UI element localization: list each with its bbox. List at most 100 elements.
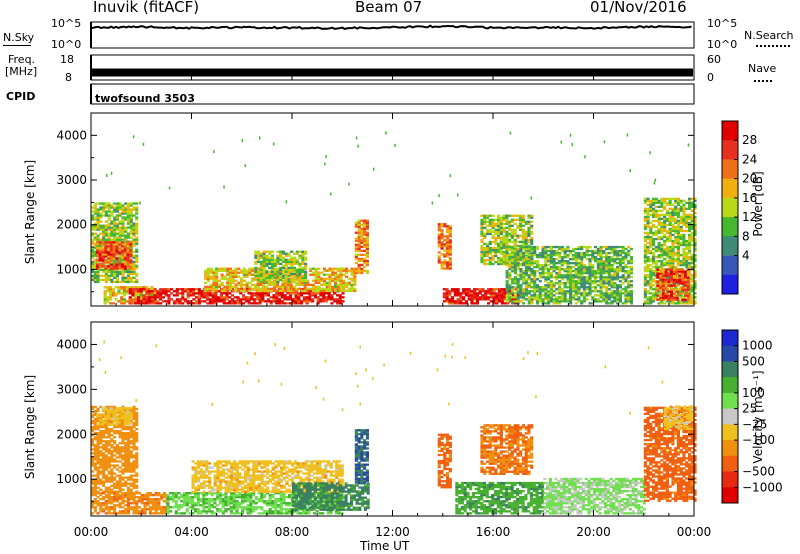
power-cell [605,256,609,259]
power-cell [268,256,272,259]
power-cell [536,286,540,289]
power-cell [670,292,674,295]
power-cell [262,264,266,267]
power-cell [530,224,534,227]
power-cell [159,294,163,297]
velocity-cell [115,474,119,477]
power-cell [231,275,235,278]
power-cell [258,292,262,295]
power-cell [132,234,136,237]
power-cell [616,268,620,271]
power-cell [124,260,128,263]
power-cell [558,298,562,301]
power-cell [577,280,581,283]
power-cell [599,294,603,297]
power-cell [363,223,367,226]
power-cell [311,287,315,290]
power-cell [602,266,606,269]
power-cell [660,264,664,267]
power-cell [244,288,248,291]
velocity-cell [102,484,106,487]
power-cell [686,296,690,299]
power-cell [563,268,567,271]
power-speckle [457,193,459,197]
power-cell [672,278,676,281]
power-cell [102,202,106,205]
velocity-cell [102,460,106,463]
power-cell [693,284,697,287]
power-cell [652,270,656,273]
power-cell [521,228,525,231]
power-cell [480,246,484,250]
power-cell [571,247,575,251]
power-cell [511,282,515,285]
power-cell [281,283,285,286]
power-cell [585,276,589,279]
power-cell [574,264,578,267]
power-cell [150,294,154,297]
velocity-cell [118,486,122,489]
power-cell [643,288,647,291]
power-cell [284,276,288,279]
power-cell [629,256,633,259]
power-cell [591,286,595,289]
power-cell [676,237,680,241]
power-cell [690,231,694,235]
velocity-cell [93,454,97,457]
power-cell [544,260,548,263]
power-cell [690,262,694,265]
power-cell [239,298,243,301]
power-cell [682,205,686,208]
power-cell [282,250,286,253]
power-cell [443,263,447,266]
power-cell [693,254,697,257]
power-cell [322,289,326,292]
velocity-cell [104,458,108,461]
power-cell [522,272,526,275]
power-cell [690,215,694,219]
power-cell [484,292,488,295]
power-cell [309,269,313,272]
power-cell [649,278,653,281]
power-cell [480,250,484,254]
power-cell [226,281,230,284]
power-cell [290,278,294,281]
power-cell [137,296,141,299]
power-cell [530,296,534,299]
power-cell [646,235,650,239]
power-cell [594,288,598,291]
velocity-cell [99,480,103,483]
power-cell [96,208,100,211]
power-cell [582,268,586,271]
cpid-panel [90,83,695,105]
power-cell [688,249,692,253]
power-cell [596,251,600,255]
velocity-cell [91,419,95,423]
power-cell [328,289,332,292]
power-cell [254,262,258,265]
power-cell [652,256,656,259]
power-cell [126,266,130,269]
power-cell [110,272,114,275]
power-cell [242,289,246,292]
power-cell [230,298,234,301]
power-cell [228,300,232,303]
power-cell [588,245,592,249]
power-cell [654,256,658,259]
power-cell [145,298,149,301]
power-cell [102,224,106,227]
power-cell [585,280,589,283]
power-cell [618,298,622,301]
power-cell [126,236,130,239]
power-cell [242,273,246,276]
power-cell [215,283,219,286]
power-cell [126,226,130,229]
power-cell [663,229,667,233]
power-cell [530,272,534,275]
power-cell [685,262,689,265]
power-cell [104,253,108,256]
power-cell [675,270,679,273]
power-cell [495,292,499,295]
power-cell [602,292,606,295]
power-cell [266,292,270,295]
